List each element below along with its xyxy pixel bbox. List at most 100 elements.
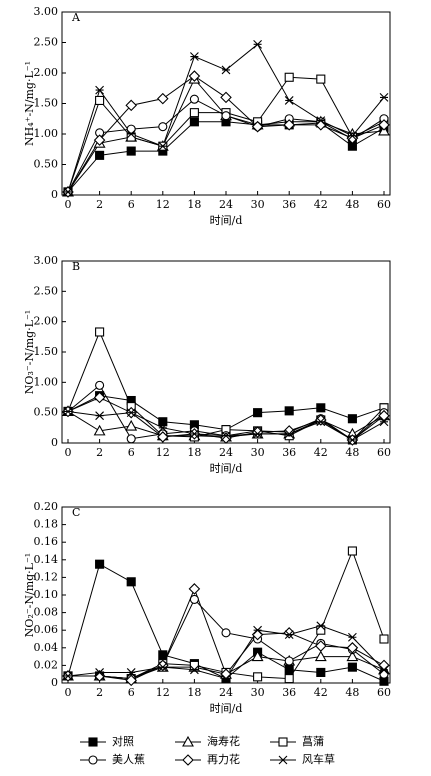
marker	[189, 108, 199, 118]
marker	[158, 122, 168, 132]
series-line	[68, 598, 385, 680]
x-tick-label: 42	[314, 198, 328, 211]
marker	[253, 39, 262, 49]
legend-label: 对照	[112, 734, 134, 748]
marker	[126, 146, 136, 156]
legend-label: 再力花	[207, 753, 240, 766]
marker	[278, 737, 288, 747]
x-tick-label: 18	[187, 686, 201, 699]
marker	[378, 119, 390, 131]
marker	[188, 583, 201, 595]
marker	[93, 670, 106, 682]
x-axis-label: 时间/d	[210, 702, 243, 715]
x-tick-label: 24	[219, 686, 233, 699]
x-axis-label: 时间/d	[210, 462, 243, 475]
marker	[95, 150, 105, 160]
marker	[316, 417, 326, 427]
marker	[126, 434, 136, 444]
marker	[251, 650, 264, 662]
marker	[278, 755, 288, 765]
y-tick-label: 2.00	[34, 66, 59, 79]
marker	[348, 632, 357, 642]
y-tick-label: 0.50	[34, 406, 59, 419]
marker	[379, 93, 389, 102]
marker	[284, 429, 294, 439]
marker	[379, 417, 389, 427]
marker	[348, 131, 357, 141]
marker	[253, 672, 263, 682]
marker	[125, 419, 138, 431]
x-tick-label: 24	[219, 446, 233, 459]
marker	[95, 327, 105, 337]
x-tick-label: 42	[314, 686, 328, 699]
marker	[158, 650, 168, 660]
x-tick-label: 60	[377, 686, 391, 699]
marker	[158, 141, 168, 151]
y-tick-label: 0	[51, 676, 58, 689]
marker	[347, 662, 357, 672]
y-tick-label: 1.50	[34, 97, 59, 110]
marker	[284, 656, 294, 666]
x-tick-label: 48	[345, 198, 359, 211]
marker	[251, 120, 264, 133]
marker	[253, 429, 262, 439]
marker	[63, 671, 73, 681]
legend-label: 风车草	[302, 752, 335, 766]
series-line	[67, 330, 385, 441]
marker	[126, 129, 136, 139]
marker	[126, 668, 136, 677]
marker	[316, 403, 326, 413]
y-tick-label: 0.08	[34, 606, 59, 619]
y-tick-label: 2.50	[34, 36, 59, 49]
x-tick-label: 36	[282, 686, 296, 699]
x-tick-label: 42	[314, 446, 328, 459]
marker	[158, 423, 168, 433]
marker	[316, 625, 326, 635]
panel-label: A	[71, 11, 81, 24]
x-tick-label: 18	[187, 446, 201, 459]
marker	[315, 640, 327, 652]
x-tick-label: 0	[65, 686, 72, 699]
marker	[126, 408, 136, 418]
y-tick-label: 0.04	[34, 641, 59, 654]
marker	[158, 417, 168, 427]
marker	[284, 72, 294, 82]
marker	[284, 630, 294, 639]
marker	[189, 660, 199, 670]
marker	[63, 187, 73, 197]
marker	[221, 628, 231, 638]
x-tick-label: 36	[282, 446, 296, 459]
plot-frame	[61, 260, 391, 444]
marker	[182, 735, 194, 747]
marker	[157, 431, 169, 443]
marker	[63, 407, 73, 416]
y-tick-label: 1.00	[34, 375, 59, 388]
marker	[95, 411, 104, 421]
x-tick-label: 0	[65, 446, 72, 459]
marker	[221, 674, 231, 683]
x-axis-label: 时间/d	[210, 214, 243, 227]
y-tick-label: 3.00	[34, 5, 59, 18]
marker	[93, 134, 106, 146]
marker	[284, 665, 294, 675]
y-tick-label: 2.00	[34, 315, 59, 328]
marker	[253, 625, 262, 635]
x-tick-label: 60	[377, 446, 391, 459]
x-tick-label: 6	[128, 686, 135, 699]
marker	[95, 380, 105, 390]
marker	[379, 634, 389, 644]
y-axis-label: NO₂⁻-N/mg·L⁻¹	[23, 553, 36, 637]
marker	[347, 546, 357, 556]
y-axis-label: NO₃⁻-N/mg·L⁻¹	[23, 310, 36, 394]
marker	[125, 674, 137, 687]
marker	[378, 409, 390, 422]
legend-label: 美人蕉	[112, 753, 145, 766]
y-tick-label: 0.06	[34, 623, 59, 636]
marker	[316, 667, 326, 677]
x-tick-label: 30	[251, 686, 265, 699]
marker	[126, 124, 136, 134]
y-tick-label: 0.18	[34, 518, 59, 531]
marker	[379, 665, 389, 675]
marker	[379, 669, 389, 679]
